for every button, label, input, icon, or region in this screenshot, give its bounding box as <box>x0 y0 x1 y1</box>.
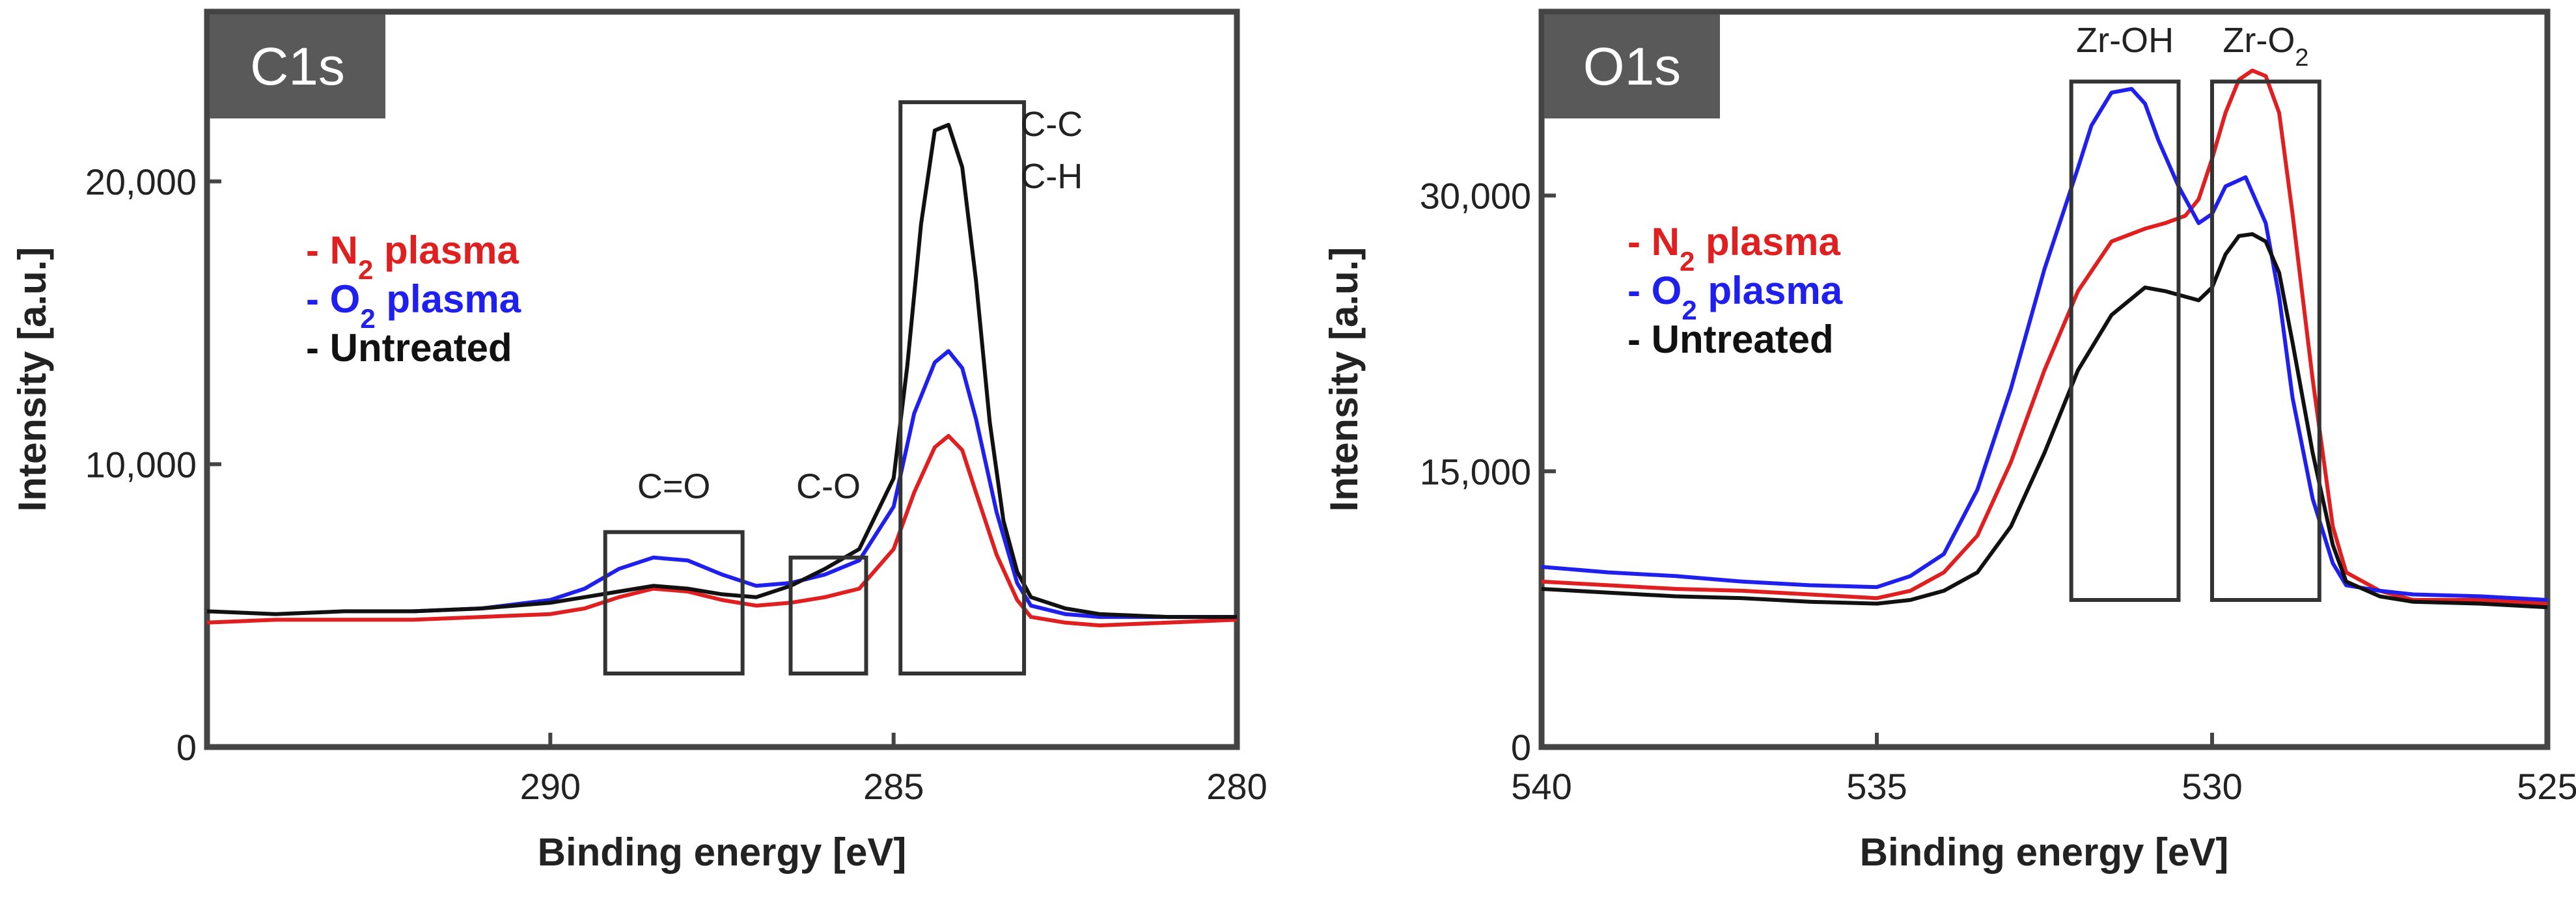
o1s-series-group <box>1541 68 2548 610</box>
o1s-panel-tag: O1s <box>1583 37 1681 96</box>
o1s-panel-tag-bg <box>1544 14 1720 118</box>
o1s-y-tick-label-2: 30,000 <box>1420 176 1531 217</box>
c1s-series-group <box>206 122 1238 628</box>
o1s-legend: - N2 plasma- O2 plasma- Untreated <box>1627 220 1843 361</box>
o1s-series-o2-plasma <box>1541 87 2548 602</box>
c1s-x-tick-label-2: 280 <box>1206 766 1267 807</box>
c1s-y-axis-ticks: 0 10,000 20,000 <box>85 161 221 768</box>
o1s-series-untreated <box>1541 232 2548 610</box>
o1s-x-tick-label-0: 540 <box>1511 766 1572 807</box>
c1s-legend-item-0: - N2 plasma <box>306 228 519 285</box>
o1s-x-tick-label-2: 530 <box>2181 766 2242 807</box>
c1s-y-tick-label-1: 10,000 <box>85 444 197 485</box>
o1s-y-axis-title: Intensity [a.u.] <box>1322 247 1366 512</box>
c1s-legend-item-1: - O2 plasma <box>306 277 521 334</box>
c1s-annotation-label-2-0: C-C <box>1020 105 1083 144</box>
c1s-y-tick-label-2: 20,000 <box>85 161 197 202</box>
o1s-annotation-box-1 <box>2210 79 2321 603</box>
c1s-panel-tag-bg <box>210 14 385 118</box>
c1s-legend-item-2: - Untreated <box>306 326 512 370</box>
c1s-y-axis-title: Intensity [a.u.] <box>10 247 54 512</box>
c1s-annotation-box-1 <box>788 555 868 675</box>
o1s-x-tick-label-3: 525 <box>2517 766 2576 807</box>
o1s-chart: Zr-OH Zr-O2 0 15,000 30,000 540 535 530 525 O1… <box>1322 8 2576 874</box>
c1s-x-axis-ticks: 290 285 280 <box>520 733 1267 807</box>
c1s-plot-frame <box>204 8 1240 750</box>
o1s-x-axis-title: Binding energy [eV] <box>1860 830 2229 874</box>
c1s-panel-tag: C1s <box>250 37 345 96</box>
o1s-y-tick-label-1: 15,000 <box>1420 451 1531 492</box>
c1s-annotation-label-1-0: C-O <box>796 467 861 506</box>
c1s-annotations: C=O C-O C-C C-H <box>603 100 1083 676</box>
c1s-series-untreated <box>206 122 1237 619</box>
c1s-series-o2-plasma <box>413 349 1237 619</box>
o1s-y-axis-ticks: 0 15,000 30,000 <box>1420 176 1556 768</box>
c1s-annotation-label-0-0: C=O <box>637 467 711 506</box>
c1s-chart: C=O C-O C-C C-H 0 10,000 20,000 290 285 280 C1s… <box>10 8 1267 874</box>
c1s-legend: - N2 plasma- O2 plasma- Untreated <box>306 228 521 370</box>
o1s-annotations: Zr-OH Zr-O2 <box>2069 21 2321 603</box>
c1s-y-tick-label-0: 0 <box>176 727 197 768</box>
o1s-annotation-label-0-0: Zr-OH <box>2076 21 2174 60</box>
o1s-x-tick-label-1: 535 <box>1846 766 1907 807</box>
c1s-annotation-label-2-1: C-H <box>1020 157 1083 196</box>
o1s-y-tick-label-0: 0 <box>1511 727 1531 768</box>
o1s-legend-item-2: - Untreated <box>1627 318 1834 361</box>
c1s-x-tick-label-1: 285 <box>863 766 924 807</box>
o1s-annotation-label-1-0: Zr-O2 <box>2223 21 2308 72</box>
o1s-legend-item-0: - N2 plasma <box>1627 220 1840 277</box>
c1s-annotation-box-0 <box>603 530 745 676</box>
c1s-x-axis-title: Binding energy [eV] <box>538 830 907 874</box>
o1s-series-n2-plasma <box>1541 68 2548 606</box>
o1s-annotation-box-0 <box>2069 79 2181 603</box>
o1s-plot-frame <box>1538 8 2551 750</box>
o1s-legend-item-1: - O2 plasma <box>1627 269 1843 325</box>
c1s-annotation-box-2 <box>898 100 1027 676</box>
c1s-x-tick-label-0: 290 <box>520 766 581 807</box>
o1s-x-axis-ticks: 540 535 530 525 <box>1511 733 2576 807</box>
